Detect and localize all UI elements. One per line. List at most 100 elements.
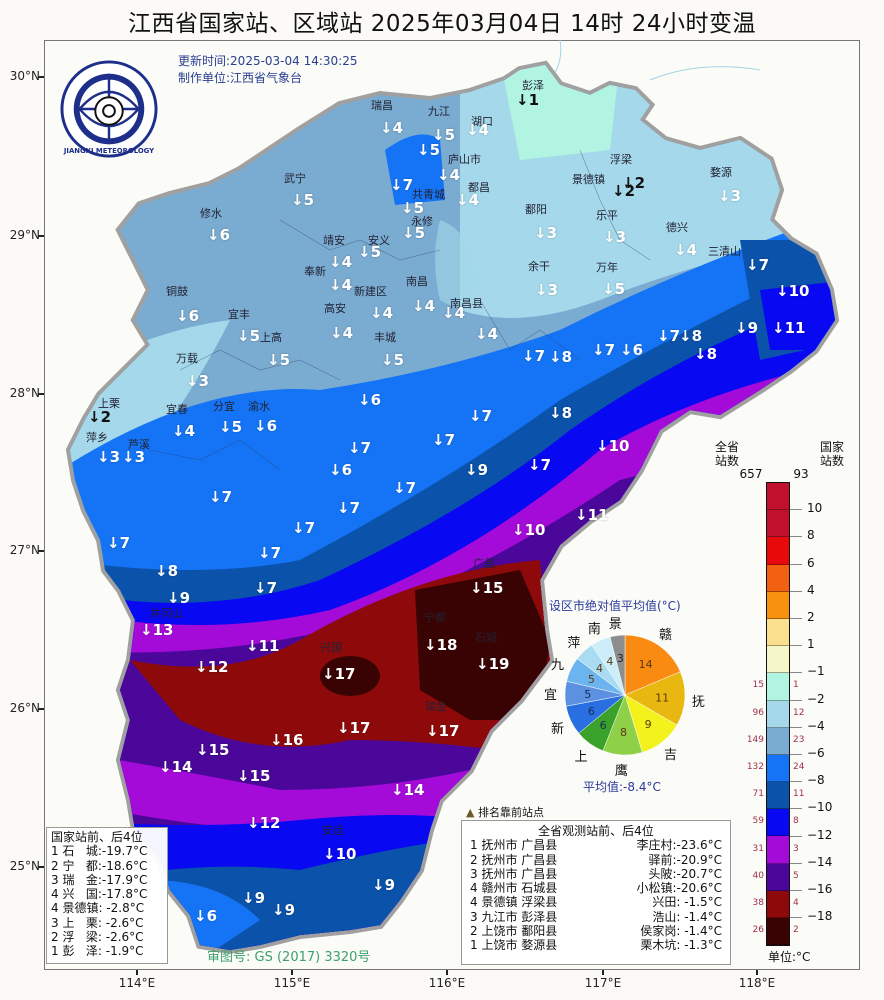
temperature-change-value: ↓7 bbox=[522, 347, 546, 365]
station-label: 上高 bbox=[260, 331, 282, 344]
lat-label-26: 26°N bbox=[9, 701, 40, 715]
down-arrow-icon: ↓ bbox=[172, 422, 185, 440]
colorbar-tick bbox=[790, 890, 802, 891]
down-arrow-icon: ↓ bbox=[592, 341, 605, 359]
temperature-change-value: ↓9 bbox=[167, 589, 191, 607]
lat-tick bbox=[38, 235, 44, 237]
pie-title: 设区市绝对值平均值(°C) bbox=[549, 599, 681, 613]
colorbar-segment bbox=[767, 836, 789, 864]
temperature-change-value: ↓14 bbox=[159, 758, 193, 776]
temperature-change-value: ↓15 bbox=[237, 767, 271, 785]
station-label: 湖口 bbox=[471, 115, 493, 128]
lon-label-117: 117°E bbox=[584, 976, 622, 990]
down-arrow-icon: ↓ bbox=[247, 814, 260, 832]
pie-city-label: 景 bbox=[608, 616, 622, 632]
station-label: 高安 bbox=[324, 302, 346, 315]
temperature-change-value: ↓7 bbox=[746, 256, 770, 274]
down-arrow-icon: ↓ bbox=[237, 767, 250, 785]
colorbar-tick bbox=[790, 672, 802, 674]
down-arrow-icon: ↓ bbox=[475, 325, 488, 343]
colorbar-tick bbox=[790, 536, 802, 538]
national-station-count: 8 bbox=[793, 816, 799, 827]
down-arrow-icon: ↓ bbox=[393, 479, 406, 497]
colorbar-segment bbox=[767, 727, 789, 755]
colorbar-segment bbox=[767, 591, 789, 619]
temperature-change-value: ↓12 bbox=[247, 814, 281, 832]
provincial-station-count: 26 bbox=[752, 925, 764, 936]
temperature-change-value: ↓3 bbox=[186, 372, 210, 390]
station-label: 修水 bbox=[200, 207, 222, 220]
temperature-change-value: ↓6 bbox=[176, 307, 200, 325]
national-ranking-title: 国家站前、后4位 bbox=[51, 830, 143, 844]
temperature-change-value: ↓1 bbox=[516, 91, 540, 109]
station-label: 铜鼓 bbox=[166, 285, 188, 298]
lat-tick bbox=[38, 866, 44, 868]
colorbar-tick-label: −14 bbox=[807, 854, 833, 869]
province-ranking-row: 2 上饶市 鄱阳县 侯家岗: -1.4°C bbox=[470, 924, 722, 939]
temperature-change-value: ↓15 bbox=[196, 741, 230, 759]
lat-label-28: 28°N bbox=[9, 386, 40, 400]
provincial-station-count: 40 bbox=[752, 870, 764, 881]
down-arrow-icon: ↓ bbox=[596, 437, 609, 455]
colorbar-tick-label: 2 bbox=[807, 610, 815, 624]
national-station-count: 23 bbox=[793, 734, 805, 745]
down-arrow-icon: ↓ bbox=[612, 182, 625, 200]
down-arrow-icon: ↓ bbox=[194, 907, 207, 925]
temperature-change-value: ↓4 bbox=[412, 297, 436, 315]
temperature-change-value: ↓4 bbox=[370, 304, 394, 322]
station-label: 都昌 bbox=[468, 181, 490, 194]
station-label: 石城 bbox=[475, 631, 497, 644]
national-station-count: 12 bbox=[793, 707, 805, 718]
down-arrow-icon: ↓ bbox=[437, 166, 450, 184]
down-arrow-icon: ↓ bbox=[254, 417, 267, 435]
down-arrow-icon: ↓ bbox=[426, 722, 439, 740]
colorbar-tick bbox=[790, 618, 802, 619]
station-label: 兴国 bbox=[320, 641, 342, 654]
temperature-change-value: ↓17 bbox=[426, 722, 460, 740]
temperature-change-value: ↓7 bbox=[292, 519, 316, 537]
national-ranking-row: 3 瑞 金:-17.9°C bbox=[51, 872, 148, 887]
colorbar-tick bbox=[790, 509, 802, 511]
down-arrow-icon: ↓ bbox=[528, 456, 541, 474]
colorbar-segment bbox=[767, 918, 789, 946]
down-arrow-icon: ↓ bbox=[330, 324, 343, 342]
colorbar-tick-label: −8 bbox=[807, 773, 825, 788]
pie-slice bbox=[609, 634, 626, 696]
colorbar-tick-label: −18 bbox=[807, 909, 833, 924]
pie-city-label: 赣 bbox=[658, 628, 672, 644]
map-title: 江西省国家站、区域站 2025年03月04日 14时 24小时变温 bbox=[127, 11, 757, 37]
station-label: 武宁 bbox=[284, 172, 306, 185]
down-arrow-icon: ↓ bbox=[176, 307, 189, 325]
down-arrow-icon: ↓ bbox=[776, 282, 789, 300]
lat-tick bbox=[38, 708, 44, 710]
down-arrow-icon: ↓ bbox=[465, 461, 478, 479]
temperature-change-value: ↓7 bbox=[390, 176, 414, 194]
down-arrow-icon: ↓ bbox=[432, 431, 445, 449]
svg-text:4: 4 bbox=[606, 655, 613, 668]
down-arrow-icon: ↓ bbox=[242, 889, 255, 907]
down-arrow-icon: ↓ bbox=[107, 534, 120, 552]
colorbar-segment bbox=[767, 510, 789, 538]
station-label: 乐平 bbox=[596, 209, 618, 222]
temperature-change-value: ↓3 bbox=[603, 228, 627, 246]
down-arrow-icon: ↓ bbox=[402, 224, 415, 242]
station-label: 安义 bbox=[368, 234, 390, 247]
lat-label-30: 30°N bbox=[9, 69, 40, 83]
down-arrow-icon: ↓ bbox=[322, 665, 335, 683]
temperature-change-value: ↓7 bbox=[432, 431, 456, 449]
temperature-change-value: ↓7 bbox=[469, 407, 493, 425]
station-label: 共青城 bbox=[412, 188, 445, 201]
down-arrow-icon: ↓ bbox=[122, 448, 135, 466]
temperature-change-value: ↓10 bbox=[323, 845, 357, 863]
down-arrow-icon: ↓ bbox=[476, 655, 489, 673]
temperature-change-value: ↓7 bbox=[209, 488, 233, 506]
station-label: 三清山 bbox=[708, 245, 741, 258]
colorbar-national-title: 国家 站数 bbox=[819, 440, 844, 468]
down-arrow-icon: ↓ bbox=[88, 408, 101, 426]
lon-label-118: 118°E bbox=[738, 976, 776, 990]
colorbar-tick bbox=[790, 754, 802, 755]
colorbar-provincial-total: 657 bbox=[739, 467, 763, 481]
pie-city-label: 萍 bbox=[567, 636, 581, 652]
temperature-change-value: ↓7 bbox=[592, 341, 616, 359]
national-station-count: 24 bbox=[793, 762, 805, 772]
